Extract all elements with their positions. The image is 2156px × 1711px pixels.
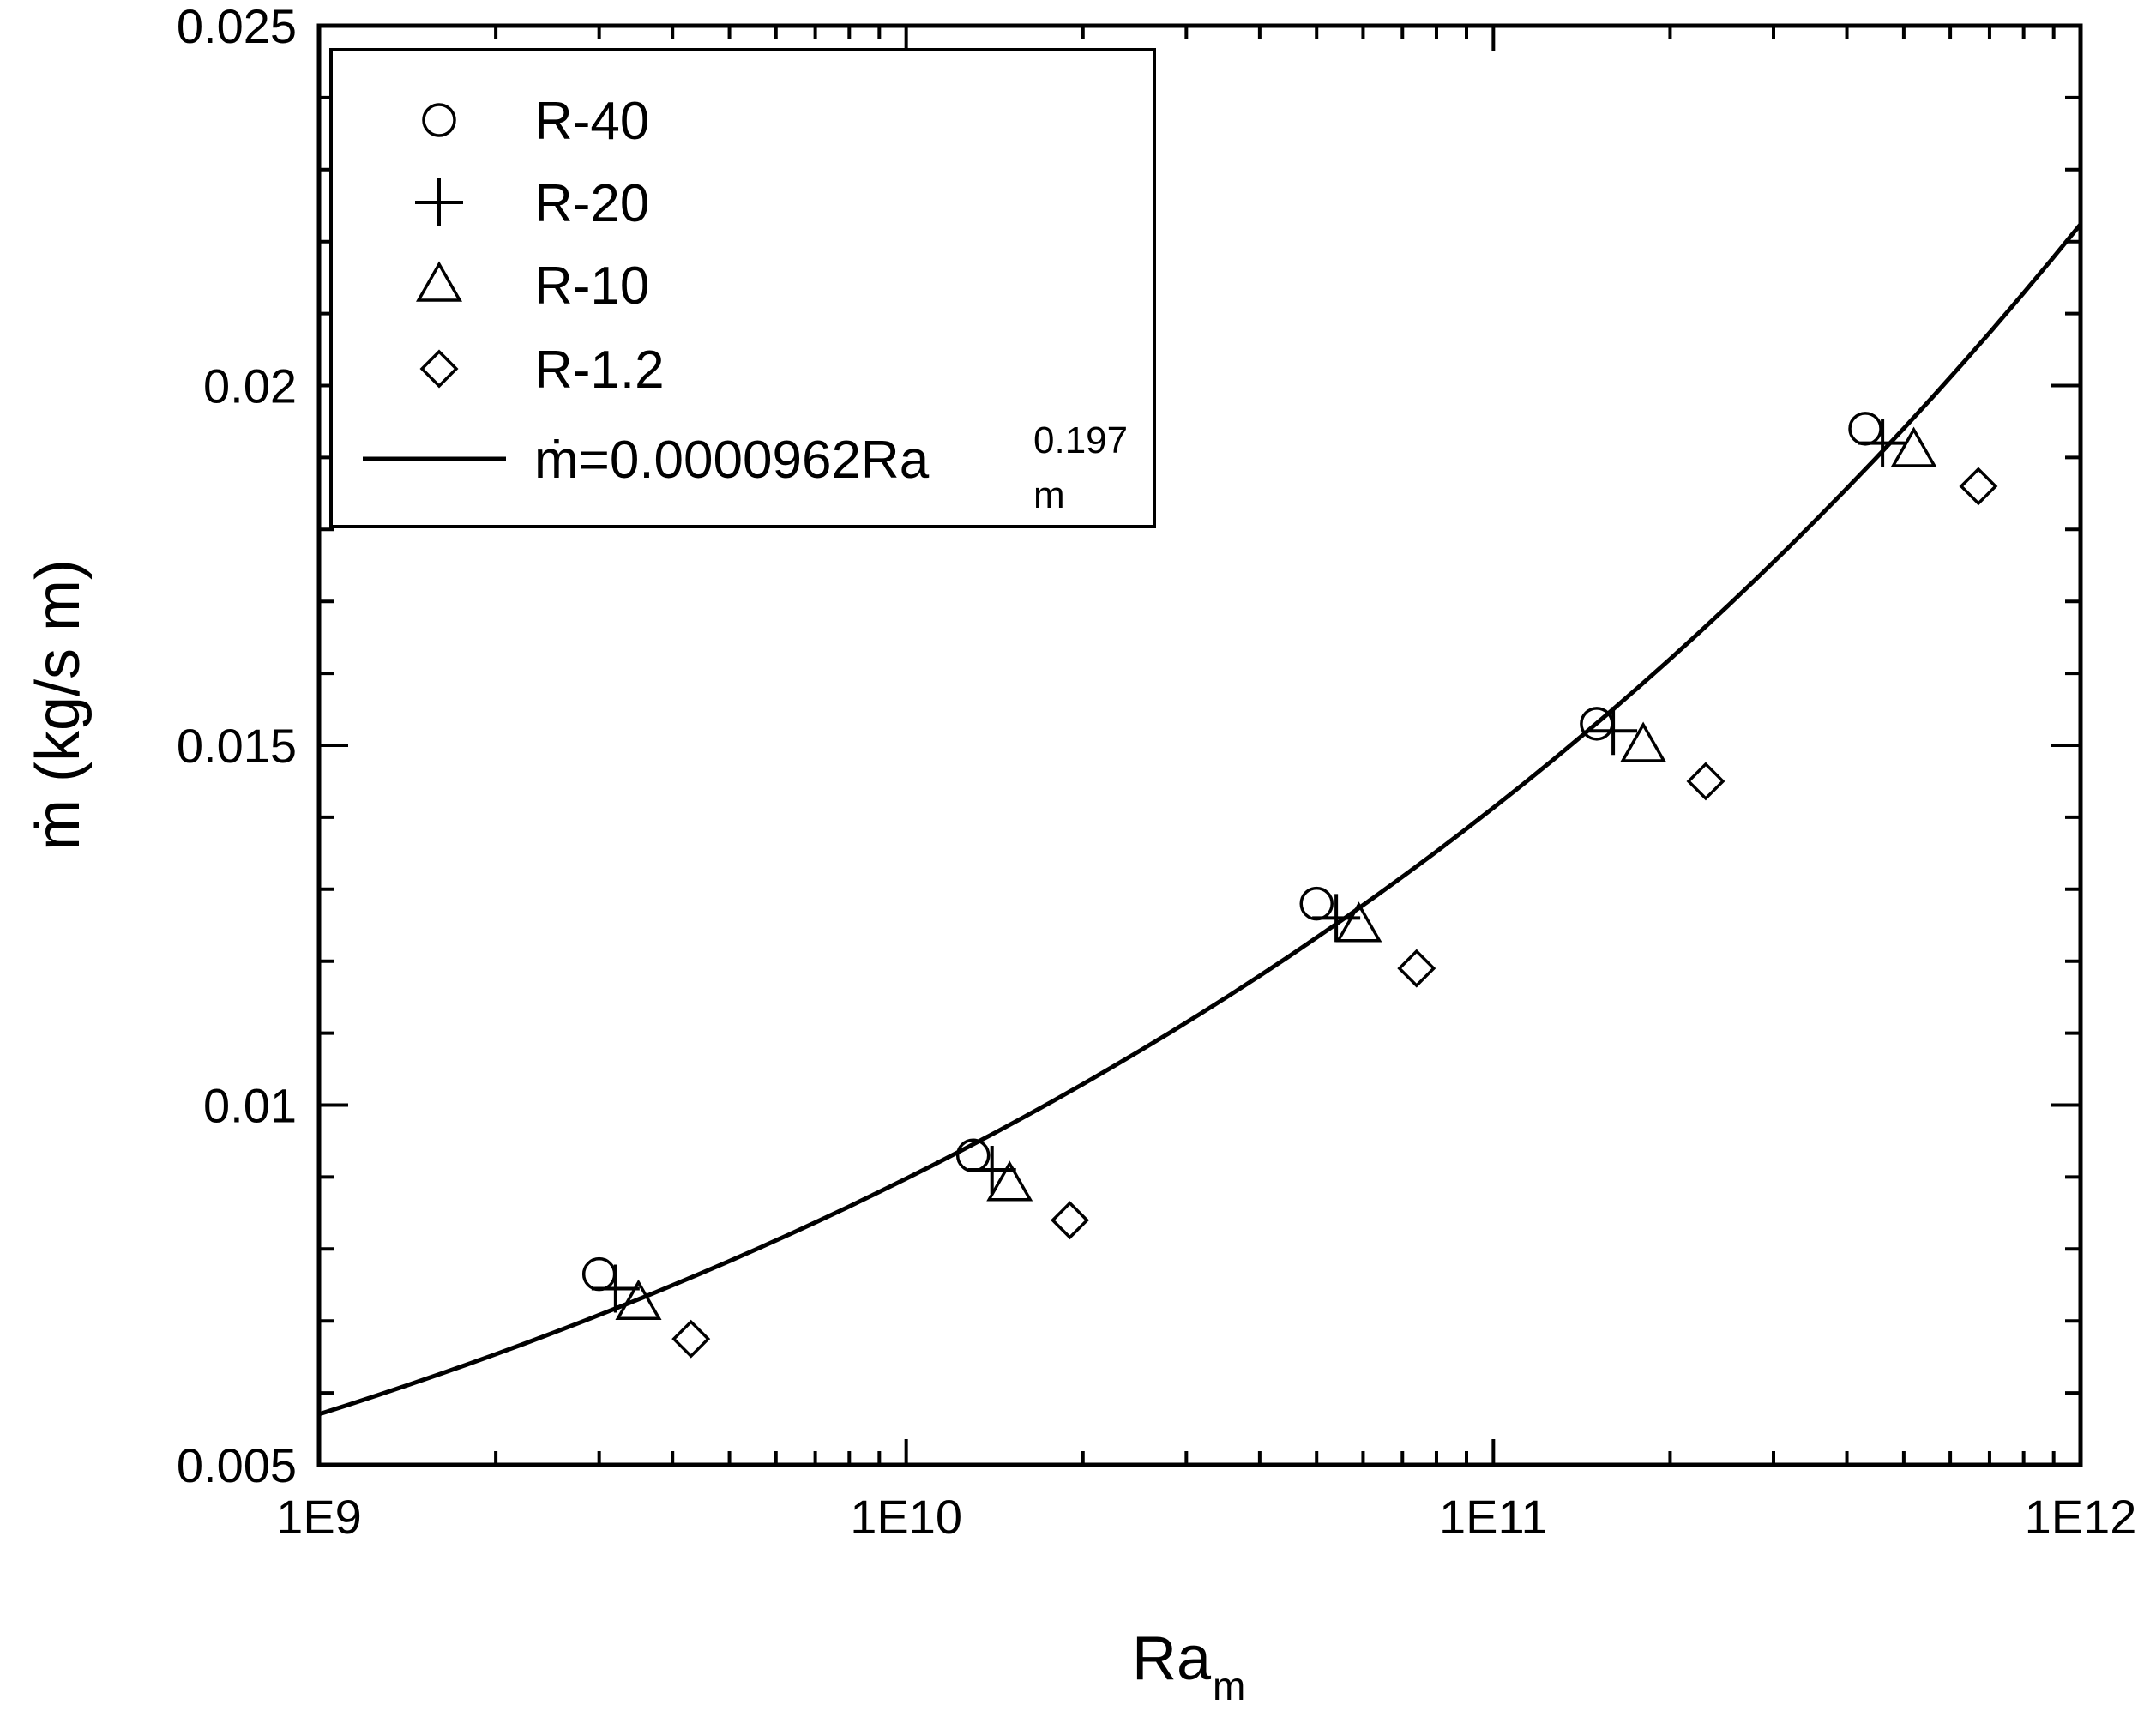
legend-fit-label: ṁ=0.0000962Ra <box>534 431 930 490</box>
legend-label: R-40 <box>534 92 649 151</box>
x-axis-title-subscript: m <box>1213 1664 1245 1708</box>
x-tick-label: 1E10 <box>850 1490 962 1544</box>
series-r-40 <box>581 412 1882 1292</box>
legend-box <box>329 48 1156 528</box>
data-point-triangle <box>615 1279 662 1320</box>
legend-label: R-20 <box>534 174 649 233</box>
x-axis-title: Ra <box>1132 1624 1212 1693</box>
y-tick-label: 0.005 <box>177 1438 297 1492</box>
data-point-circle <box>581 1256 617 1292</box>
x-tick-label: 1E9 <box>276 1490 362 1544</box>
data-point-plus <box>591 1264 640 1313</box>
legend-marker-triangle <box>415 261 463 302</box>
data-point-triangle <box>1890 426 1937 467</box>
data-point-diamond <box>1051 1201 1089 1240</box>
series-r-20 <box>591 419 1907 1313</box>
data-point-diamond <box>1959 467 1998 506</box>
y-axis: 0.005 0.01 0.015 0.02 0.025 <box>177 0 2081 1492</box>
data-point-plus <box>967 1146 1016 1195</box>
data-point-diamond <box>671 1319 711 1359</box>
data-point-circle <box>1848 412 1882 446</box>
series-r-1-2 <box>671 467 1998 1359</box>
legend-marker-circle <box>422 103 456 137</box>
fit-line <box>318 222 2082 1417</box>
legend-label: R-1.2 <box>534 340 665 400</box>
legend-fit-label-subscript: m <box>1033 474 1065 516</box>
x-axis: 1E9 1E10 1E11 1E12 <box>276 26 2136 1544</box>
legend-items: R-40 R-20 R-10 R-1.2 <box>415 92 665 400</box>
legend-fit-label-superscript: 0.197 <box>1033 419 1128 461</box>
x-tick-label: 1E12 <box>2025 1490 2137 1544</box>
y-tick-label: 0.025 <box>177 0 297 53</box>
data-point-triangle <box>1335 901 1382 943</box>
series-r-10 <box>615 426 1937 1320</box>
y-tick-label: 0.02 <box>203 359 297 413</box>
legend-marker-plus <box>415 178 463 226</box>
data-points-layer <box>581 412 1998 1359</box>
data-point-diamond <box>1397 949 1436 988</box>
data-point-plus <box>1858 419 1907 467</box>
legend-label: R-10 <box>534 256 649 316</box>
data-point-triangle <box>1620 721 1667 762</box>
data-point-diamond <box>1686 762 1725 801</box>
x-tick-label: 1E11 <box>1439 1490 1548 1544</box>
y-tick-label: 0.01 <box>203 1079 297 1133</box>
data-point-triangle <box>986 1160 1033 1202</box>
data-point-plus <box>1589 707 1638 756</box>
fit-line-layer <box>318 222 2082 1417</box>
y-axis-title: ṁ (kg/s m) <box>24 559 93 851</box>
y-tick-label: 0.015 <box>177 719 297 773</box>
legend: R-40 R-20 R-10 R-1.2 ṁ=0.0000962Ra m 0.197 <box>329 48 1156 528</box>
data-point-circle <box>1299 886 1334 921</box>
legend-marker-diamond <box>419 349 459 389</box>
